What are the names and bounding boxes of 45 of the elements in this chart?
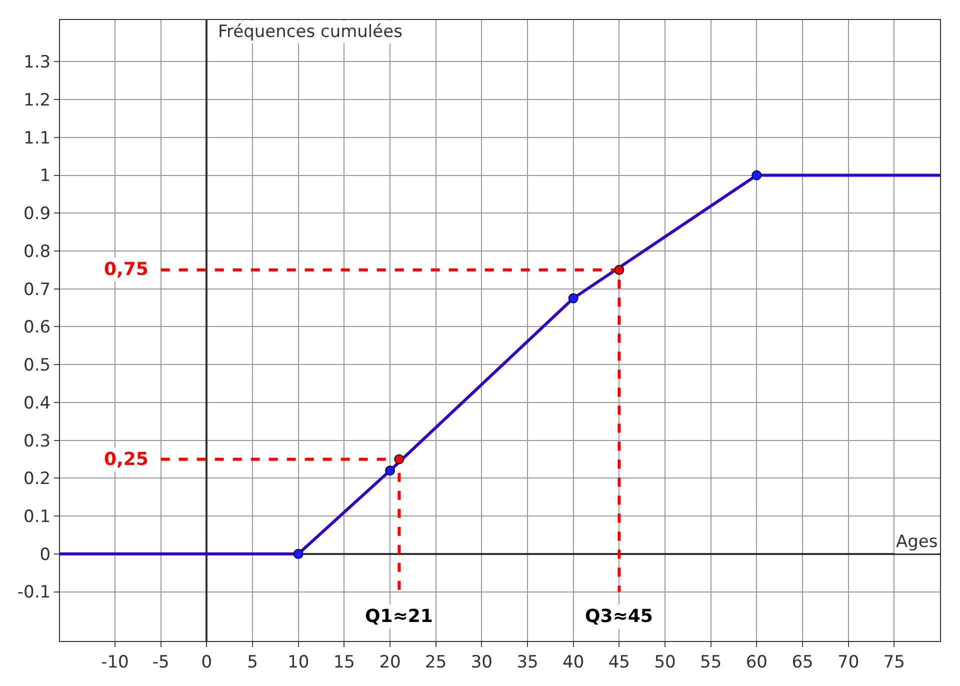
x-axis-title: Ages: [896, 532, 938, 552]
x-tick-label: -5: [152, 652, 170, 672]
y-tick-label: -0.1: [17, 582, 51, 603]
annotation: Q1≈21: [365, 606, 433, 627]
x-tick-label: 5: [247, 652, 258, 672]
y-tick-label: 0.7: [24, 280, 51, 300]
x-tick-label: 50: [654, 652, 676, 672]
x-tick-label: 35: [516, 652, 538, 672]
annotation: 0,25: [104, 449, 148, 470]
x-tick-label: 55: [700, 652, 722, 672]
x-tick-label: 70: [838, 652, 860, 672]
x-tick-label: 40: [562, 652, 584, 672]
point: [293, 548, 304, 559]
x-tick-label: 60: [746, 652, 768, 672]
y-tick-label: 0.3: [24, 431, 51, 452]
y-tick-label: 1: [40, 166, 51, 186]
y-tick-label: 0.6: [24, 318, 51, 338]
point: [394, 454, 404, 464]
y-axis-title: Fréquences cumulées: [218, 22, 403, 42]
y-tick-label: 0.2: [24, 469, 51, 490]
y-tick-label: 0: [40, 544, 51, 565]
point: [568, 293, 578, 304]
x-tick-label: -10: [101, 652, 129, 672]
point: [752, 170, 762, 180]
x-tick-label: 45: [608, 652, 630, 672]
y-tick-label: 1.2: [24, 90, 51, 110]
x-tick-label: 10: [288, 652, 310, 672]
annotation: Q3≈45: [585, 606, 653, 627]
x-tick-label: 15: [333, 652, 355, 672]
y-tick-label: 0.1: [24, 506, 51, 527]
x-tick-label: 0: [201, 652, 212, 672]
y-tick-label: 0.5: [24, 356, 51, 376]
x-tick-label: 25: [425, 652, 447, 672]
annotation: 0,75: [104, 259, 148, 280]
y-tick-label: 0.9: [24, 204, 51, 224]
y-tick-label: 1.1: [24, 128, 51, 148]
y-tick-label: 1.3: [24, 52, 51, 73]
x-tick-label: 65: [792, 652, 814, 672]
x-tick-label: 20: [379, 652, 401, 672]
point: [614, 264, 624, 275]
x-tick-label: 30: [470, 652, 492, 672]
y-tick-label: 0.4: [24, 393, 51, 414]
y-tick-label: 0.8: [24, 242, 51, 262]
point: [385, 466, 395, 476]
x-tick-label: 75: [883, 652, 905, 672]
